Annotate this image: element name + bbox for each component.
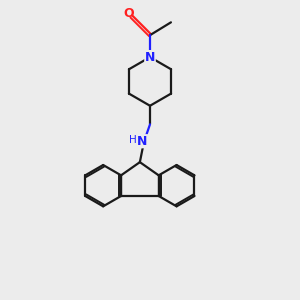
Text: N: N <box>137 135 147 148</box>
Text: O: O <box>123 8 134 20</box>
Text: N: N <box>145 51 155 64</box>
Text: H: H <box>129 135 137 145</box>
